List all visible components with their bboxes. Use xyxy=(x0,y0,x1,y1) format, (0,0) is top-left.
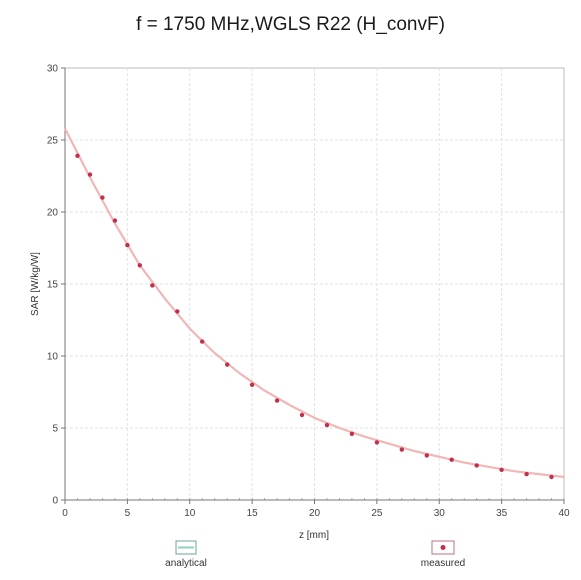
measured-point xyxy=(499,467,504,472)
measured-point xyxy=(449,457,454,462)
y-tick-label: 15 xyxy=(47,280,59,291)
y-axis-title: SAR [W/kg/W] xyxy=(30,252,41,316)
legend: analytical measured xyxy=(165,540,465,569)
y-tick-label: 10 xyxy=(47,352,59,363)
y-tick-label: 25 xyxy=(47,136,59,147)
legend-item-measured: measured xyxy=(421,540,465,569)
measured-series xyxy=(75,153,554,480)
y-tick-label: 20 xyxy=(47,208,59,219)
x-tick-label: 20 xyxy=(309,508,321,519)
legend-marker-measured xyxy=(440,545,446,550)
measured-point xyxy=(299,412,305,418)
measured-point xyxy=(125,242,130,248)
x-tick-label: 5 xyxy=(125,508,131,519)
measured-point xyxy=(349,431,355,436)
axes xyxy=(61,67,565,504)
measured-point xyxy=(112,218,118,223)
grid-lines xyxy=(65,68,564,500)
x-tick-label: 35 xyxy=(496,508,508,519)
legend-label-analytical: analytical xyxy=(165,558,207,569)
measured-point xyxy=(137,263,142,268)
y-tick-labels: 0 5 10 15 20 25 30 xyxy=(47,64,59,507)
legend-label-measured: measured xyxy=(421,558,465,569)
measured-point xyxy=(399,447,404,452)
x-tick-label: 30 xyxy=(434,508,446,519)
measured-point xyxy=(324,422,330,428)
x-tick-labels: 0 5 10 15 20 25 30 35 40 xyxy=(62,508,570,519)
measured-point xyxy=(549,474,554,480)
analytical-series xyxy=(64,127,565,479)
x-tick-label: 40 xyxy=(558,508,570,519)
measured-point xyxy=(150,283,155,288)
measured-point xyxy=(274,398,280,403)
measured-point xyxy=(225,362,230,367)
measured-point xyxy=(524,471,529,477)
measured-point xyxy=(75,153,80,158)
y-tick-label: 0 xyxy=(52,496,58,507)
y-tick-label: 30 xyxy=(47,64,59,75)
measured-point xyxy=(474,463,479,468)
x-tick-label: 0 xyxy=(62,508,68,519)
x-axis-title: z [mm] xyxy=(299,530,329,541)
measured-point xyxy=(249,382,255,387)
y-tick-label: 5 xyxy=(52,424,58,435)
x-tick-label: 25 xyxy=(371,508,383,519)
measured-point xyxy=(87,172,93,177)
analytical-line xyxy=(64,127,565,479)
measured-point xyxy=(175,309,180,314)
measured-point xyxy=(424,453,429,458)
x-tick-label: 10 xyxy=(184,508,196,519)
legend-item-analytical: analytical xyxy=(165,540,207,569)
measured-point xyxy=(100,195,105,200)
measured-point xyxy=(200,339,205,344)
measured-point xyxy=(374,440,380,445)
x-tick-label: 15 xyxy=(247,508,259,519)
chart-title: f = 1750 MHz,WGLS R22 (H_convF) xyxy=(136,14,445,35)
